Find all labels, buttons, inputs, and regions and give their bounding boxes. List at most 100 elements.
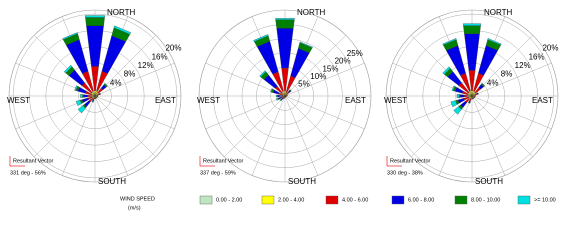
- resultant-title: Resultant Vector: [203, 158, 244, 164]
- compass-south: SOUTH: [98, 177, 126, 186]
- ring-label: 10%: [310, 72, 326, 81]
- ring-label: 16%: [529, 52, 545, 61]
- wind-bar-segment: [275, 97, 279, 101]
- wind-bar-segment: [96, 95, 98, 97]
- compass-east: EAST: [532, 96, 553, 105]
- legend-unit: (m/s): [128, 205, 141, 211]
- wind-bar-segment: [86, 25, 104, 67]
- spoke: [94, 95, 175, 130]
- wind-bar-segment: [290, 48, 310, 78]
- wind-bar-segment: [75, 99, 82, 106]
- spoke: [471, 95, 506, 176]
- wind-bar-segment: [85, 17, 105, 26]
- wind-bar-segment: [270, 88, 273, 93]
- compass-west: WEST: [197, 96, 220, 105]
- wind-bar-segment: [280, 95, 284, 97]
- wind-bar-segment: [94, 97, 96, 99]
- wind-bar-segment: [476, 92, 479, 95]
- ring-label: 25%: [347, 49, 363, 58]
- wind-bar-segment: [77, 105, 86, 114]
- legend-label: 0.00 - 2.00: [216, 197, 242, 203]
- spoke: [94, 95, 129, 176]
- legend-label: 6.00 - 8.00: [408, 197, 434, 203]
- legend-swatch: [325, 195, 339, 205]
- legend-swatch: [199, 195, 213, 205]
- spoke: [471, 95, 552, 130]
- ring-label: 16%: [152, 52, 168, 61]
- compass-west: WEST: [7, 96, 30, 105]
- spoke: [471, 95, 533, 157]
- legend-swatch: [261, 195, 275, 205]
- legend-swatch: [391, 195, 405, 205]
- range-ring: [12, 13, 178, 179]
- wind-bar-segment: [451, 85, 456, 91]
- wind-bar-segment: [62, 32, 78, 40]
- resultant-title: Resultant Vector: [13, 158, 54, 164]
- wind-bar-segment: [481, 82, 486, 87]
- wind-bar-segment: [478, 45, 499, 76]
- wind-bar-segment: [289, 89, 292, 92]
- ring-label: 8%: [124, 70, 136, 79]
- compass-east: EAST: [155, 96, 176, 105]
- wind-bar-segment: [256, 41, 279, 75]
- wind-bar-segment: [299, 41, 313, 49]
- wind-bar-segment: [99, 92, 101, 95]
- wind-bar-segment: [442, 66, 451, 75]
- wind-bar-segment: [463, 25, 481, 34]
- wind-bar-segment: [253, 34, 269, 42]
- wind-bar-segment: [83, 94, 88, 98]
- wind-bar-segment: [464, 94, 469, 98]
- spoke: [61, 95, 96, 176]
- resultant-label: 330 deg - 38%: [387, 170, 423, 176]
- ring-label: 20%: [335, 57, 351, 66]
- compass-east: EAST: [345, 96, 366, 105]
- wind-bar-segment: [275, 19, 295, 29]
- ring-label: 8%: [501, 70, 513, 79]
- legend-swatch: [517, 195, 531, 205]
- resultant-title: Resultant Vector: [390, 158, 431, 164]
- wind-bar-segment: [91, 101, 94, 103]
- spoke: [438, 95, 473, 176]
- wind-bar-segment: [464, 33, 480, 71]
- compass-south: SOUTH: [288, 177, 316, 186]
- wind-bar-segment: [82, 94, 84, 98]
- legend-swatch: [454, 195, 468, 205]
- wind-bar-segment: [467, 102, 471, 104]
- wind-bar-segment: [259, 70, 267, 78]
- wind-bar-segment: [279, 99, 282, 102]
- compass-north: NORTH: [484, 8, 513, 17]
- legend-label: 8.00 - 10.00: [471, 197, 500, 203]
- spoke: [94, 95, 156, 157]
- wind-bar-segment: [84, 15, 106, 18]
- wind-bar-segment: [277, 94, 281, 98]
- legend-label: 4.00 - 6.00: [342, 197, 368, 203]
- ring-label: 20%: [542, 44, 558, 53]
- compass-north: NORTH: [297, 8, 326, 17]
- legend-label: 2.00 - 4.00: [278, 197, 304, 203]
- ring-label: 5%: [298, 80, 310, 89]
- wind-bar-segment: [113, 25, 132, 35]
- resultant-label: 331 deg - 56%: [10, 170, 46, 176]
- wind-bar-segment: [74, 85, 78, 91]
- wind-bar-segment: [442, 38, 457, 46]
- spoke: [94, 62, 175, 97]
- wind-bar-segment: [474, 95, 476, 97]
- wind-bar-segment: [453, 106, 462, 115]
- wind-bar-segment: [458, 94, 461, 98]
- resultant-label: 337 deg - 59%: [200, 170, 236, 176]
- wind-bar-segment: [63, 64, 73, 74]
- compass-west: WEST: [384, 96, 407, 105]
- legend-label: >= 10.00: [534, 197, 556, 203]
- compass-north: NORTH: [107, 8, 136, 17]
- ring-label: 12%: [515, 61, 531, 70]
- ring-label: 4%: [110, 78, 122, 87]
- compass-south: SOUTH: [475, 177, 503, 186]
- ring-label: 4%: [487, 78, 499, 87]
- wind-bar-segment: [462, 23, 482, 26]
- wind-bar-segment: [87, 94, 92, 98]
- ring-label: 15%: [322, 64, 338, 73]
- range-ring: [389, 13, 555, 179]
- wind-bar-segment: [104, 83, 108, 87]
- wind-bar-segment: [487, 38, 502, 46]
- wind-bar-segment: [275, 18, 295, 20]
